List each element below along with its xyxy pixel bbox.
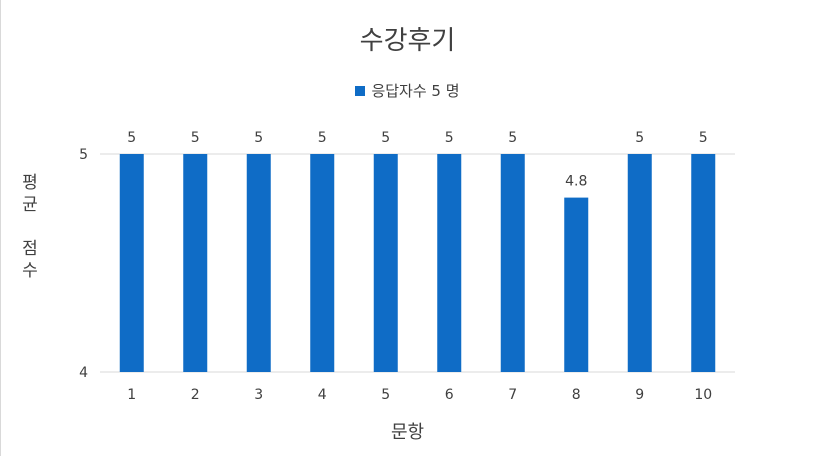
- bar: [500, 154, 525, 372]
- x-axis-label: 문항: [390, 422, 425, 443]
- x-tick-label: 2: [191, 387, 200, 403]
- data-label: 5: [127, 130, 136, 146]
- x-tick-label: 6: [445, 387, 454, 403]
- data-label: 5: [635, 130, 644, 146]
- y-tick-label: 5: [79, 147, 88, 163]
- bar: [119, 154, 144, 372]
- bar: [627, 154, 652, 372]
- x-tick-label: 9: [635, 387, 644, 403]
- x-tick-label: 4: [318, 387, 327, 403]
- x-tick-label: 8: [572, 387, 581, 403]
- data-label: 5: [445, 130, 454, 146]
- legend-label: 응답자수 5 명: [371, 82, 460, 100]
- data-label: 5: [254, 130, 263, 146]
- data-label: 5: [508, 130, 517, 146]
- y-axis-label: 평 균 점 수: [22, 173, 38, 281]
- x-tick-label: 1: [127, 387, 136, 403]
- x-tick-label: 7: [508, 387, 517, 403]
- bar: [183, 154, 208, 372]
- data-label: 5: [191, 130, 200, 146]
- bar: [691, 154, 716, 372]
- legend-swatch: [355, 85, 366, 96]
- chart-title: 수강후기: [359, 26, 456, 56]
- legend: 응답자수 5 명: [0, 80, 815, 101]
- data-label: 4.8: [565, 174, 587, 190]
- data-label: 5: [381, 130, 390, 146]
- data-label: 5: [699, 130, 708, 146]
- bar: [246, 154, 271, 372]
- x-tick-label: 10: [694, 387, 712, 403]
- y-tick-label: 4: [79, 365, 88, 381]
- bar: [437, 154, 462, 372]
- x-tick-label: 3: [254, 387, 263, 403]
- bar: [373, 154, 398, 372]
- bar: [564, 197, 589, 372]
- x-tick-label: 5: [381, 387, 390, 403]
- data-label: 5: [318, 130, 327, 146]
- bar: [310, 154, 335, 372]
